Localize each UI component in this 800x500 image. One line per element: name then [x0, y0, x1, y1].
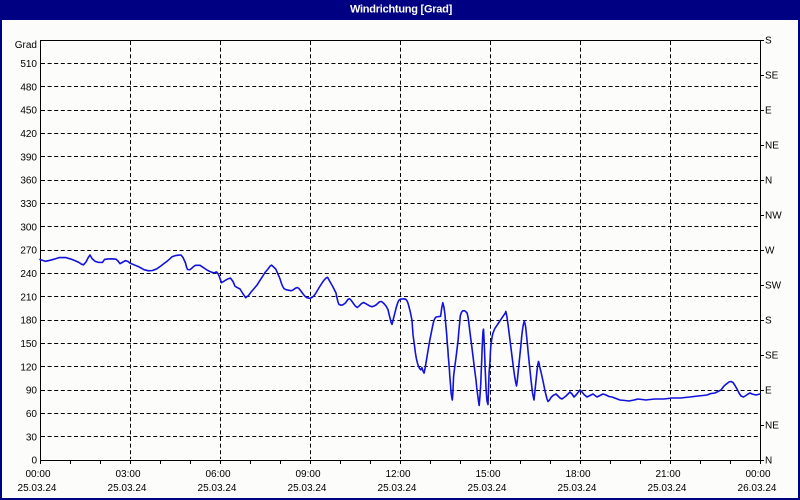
svg-text:25.03.24: 25.03.24 [108, 483, 147, 494]
svg-text:25.03.24: 25.03.24 [378, 483, 417, 494]
svg-text:03:00: 03:00 [115, 469, 140, 480]
svg-text:420: 420 [20, 129, 37, 140]
svg-text:240: 240 [20, 269, 37, 280]
svg-text:25.03.24: 25.03.24 [558, 483, 597, 494]
svg-text:25.03.24: 25.03.24 [468, 483, 507, 494]
svg-text:510: 510 [20, 59, 37, 70]
svg-text:360: 360 [20, 176, 37, 187]
svg-text:210: 210 [20, 292, 37, 303]
svg-text:60: 60 [26, 409, 38, 420]
svg-text:25.03.24: 25.03.24 [648, 483, 687, 494]
svg-text:25.03.24: 25.03.24 [288, 483, 327, 494]
svg-text:18:00: 18:00 [565, 469, 590, 480]
svg-text:21:00: 21:00 [655, 469, 680, 480]
svg-text:330: 330 [20, 199, 37, 210]
svg-text:12:00: 12:00 [385, 469, 410, 480]
svg-text:120: 120 [20, 362, 37, 373]
svg-text:90: 90 [26, 386, 38, 397]
svg-text:E: E [765, 106, 772, 117]
svg-text:09:00: 09:00 [295, 469, 320, 480]
svg-text:15:00: 15:00 [475, 469, 500, 480]
svg-text:SE: SE [765, 351, 779, 362]
svg-text:180: 180 [20, 316, 37, 327]
svg-text:00:00: 00:00 [25, 469, 50, 480]
svg-text:390: 390 [20, 152, 37, 163]
svg-text:S: S [765, 316, 772, 327]
svg-text:150: 150 [20, 339, 37, 350]
svg-text:06:00: 06:00 [205, 469, 230, 480]
svg-text:E: E [765, 386, 772, 397]
svg-text:25.03.24: 25.03.24 [18, 483, 57, 494]
svg-text:30: 30 [26, 432, 38, 443]
svg-text:S: S [765, 36, 772, 47]
svg-text:N: N [765, 456, 772, 467]
svg-text:Windrichtung [Grad]: Windrichtung [Grad] [350, 3, 453, 15]
svg-text:SW: SW [765, 281, 782, 292]
svg-text:26.03.24: 26.03.24 [738, 483, 777, 494]
svg-text:N: N [765, 176, 772, 187]
svg-text:0: 0 [31, 456, 37, 467]
svg-text:Grad: Grad [15, 40, 37, 51]
svg-text:SE: SE [765, 71, 779, 82]
svg-text:300: 300 [20, 222, 37, 233]
svg-text:480: 480 [20, 82, 37, 93]
svg-text:NW: NW [765, 211, 782, 222]
svg-text:270: 270 [20, 246, 37, 257]
svg-text:W: W [765, 246, 775, 257]
svg-text:NE: NE [765, 421, 779, 432]
svg-text:450: 450 [20, 106, 37, 117]
svg-text:00:00: 00:00 [745, 469, 770, 480]
svg-text:NE: NE [765, 141, 779, 152]
svg-text:25.03.24: 25.03.24 [198, 483, 237, 494]
